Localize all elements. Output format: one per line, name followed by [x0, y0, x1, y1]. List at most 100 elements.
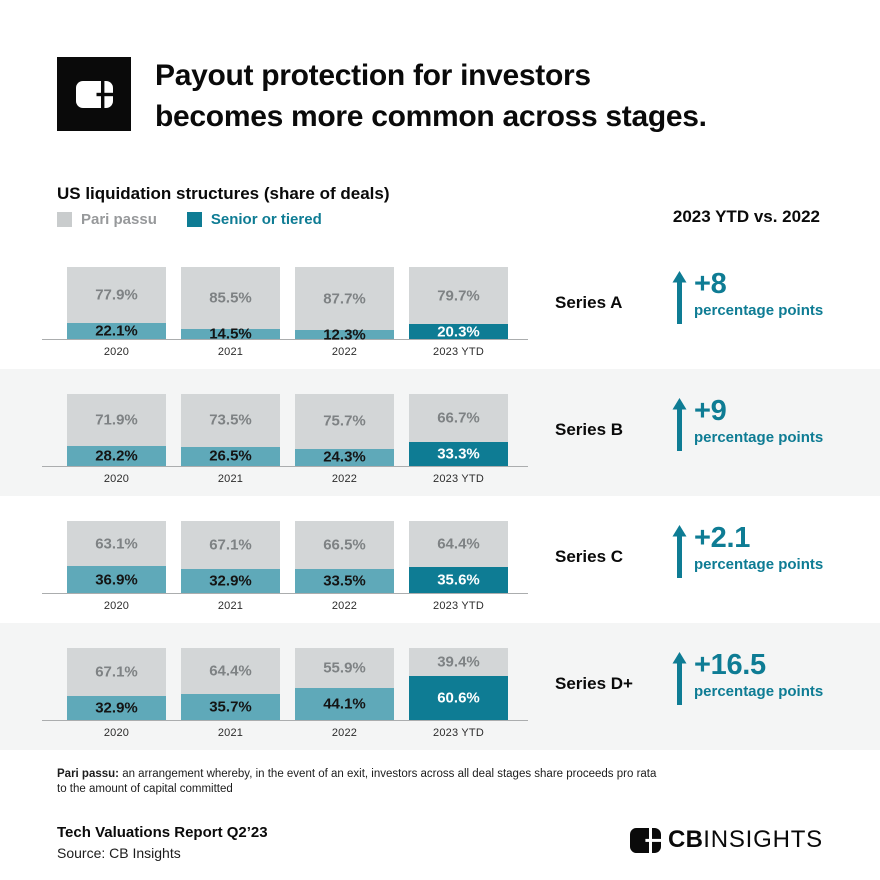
bar-group: 85.5% 14.5% 2021	[181, 267, 280, 358]
senior-or-tiered-segment: 22.1%	[67, 322, 166, 340]
bar-group: 64.4% 35.7% 2021	[181, 648, 280, 739]
bar-group: 73.5% 26.5% 2021	[181, 394, 280, 485]
cb-insights-logo-mark-icon	[57, 57, 131, 131]
change-text: +16.5 percentage points	[694, 649, 823, 705]
x-axis-label: 2023 YTD	[433, 473, 484, 485]
up-arrow-icon	[672, 525, 687, 578]
senior-or-tiered-segment: 12.3%	[295, 326, 394, 343]
senior-or-tiered-segment: 32.9%	[181, 569, 280, 593]
change-value: +2.1	[694, 522, 751, 554]
stacked-bar: 73.5% 26.5%	[181, 394, 280, 466]
legend: Pari passu Senior or tiered	[57, 211, 390, 228]
x-axis-label: 2022	[331, 600, 358, 612]
bar-group: 67.1% 32.9% 2021	[181, 521, 280, 612]
legend-item-pari-passu: Pari passu	[57, 211, 157, 228]
change-value: +16.5	[694, 649, 766, 681]
senior-or-tiered-segment: 60.6%	[409, 676, 508, 720]
change-text: +8 percentage points	[694, 270, 823, 324]
stacked-bar: 67.1% 32.9%	[67, 648, 166, 720]
senior-or-tiered-segment: 35.7%	[181, 694, 280, 720]
pari-passu-value: 73.5%	[209, 411, 252, 429]
bar-list: 71.9% 28.2% 2020 73.5% 26.5% 2021 75.7% 24.3% 20…	[67, 394, 528, 485]
pari-passu-value: 55.9%	[323, 659, 366, 677]
brand-text: CBINSIGHTS	[668, 826, 823, 854]
pari-passu-value: 85.5%	[209, 289, 252, 307]
stacked-bar: 87.7% 12.3%	[295, 267, 394, 343]
pari-passu-segment: 85.5%	[181, 267, 280, 329]
series-rows: 77.9% 22.1% 2020 85.5% 14.5% 2021 87.7% 12.3% 20…	[0, 242, 880, 750]
stacked-bar: 63.1% 36.9%	[67, 521, 166, 593]
bar-group: 55.9% 44.1% 2022	[295, 648, 394, 739]
senior-or-tiered-value: 44.1%	[323, 695, 366, 713]
bar-list: 63.1% 36.9% 2020 67.1% 32.9% 2021 66.5% 33.5% 20…	[67, 521, 528, 612]
senior-or-tiered-segment: 32.9%	[67, 696, 166, 720]
bar-group: 79.7% 20.3% 2023 YTD	[409, 267, 508, 358]
senior-or-tiered-value: 33.3%	[437, 445, 480, 463]
x-axis-label: 2021	[217, 727, 244, 739]
pari-passu-segment: 64.4%	[181, 648, 280, 695]
x-axis-label: 2020	[103, 727, 130, 739]
pari-passu-segment: 67.1%	[67, 648, 166, 697]
senior-or-tiered-segment: 26.5%	[181, 446, 280, 466]
senior-or-tiered-value: 22.1%	[95, 322, 138, 340]
x-axis-label: 2022	[331, 473, 358, 485]
footnote-term: Pari passu:	[57, 768, 119, 780]
brand-insights: INSIGHTS	[703, 826, 823, 853]
change-value: +9	[694, 395, 727, 427]
title-line-1: Payout protection for investors	[155, 59, 591, 92]
x-axis-label: 2022	[331, 346, 358, 358]
brand-cb: CB	[667, 826, 704, 853]
senior-or-tiered-segment: 33.5%	[295, 568, 394, 593]
footnote-text: an arrangement whereby, in the event of …	[57, 768, 657, 795]
cb-insights-logo-mark-icon	[629, 827, 661, 853]
change-caption: percentage points	[694, 556, 824, 573]
pari-passu-segment: 39.4%	[409, 648, 508, 677]
pari-passu-value: 66.5%	[323, 536, 366, 554]
senior-or-tiered-segment: 35.6%	[409, 567, 508, 593]
legend-label: Pari passu	[81, 211, 157, 228]
change-annotation: +16.5 percentage points	[672, 649, 823, 705]
senior-or-tiered-segment: 33.3%	[409, 442, 508, 466]
pari-passu-value: 67.1%	[95, 663, 138, 681]
stacked-bar: 79.7% 20.3%	[409, 267, 508, 340]
pari-passu-segment: 71.9%	[67, 394, 166, 446]
x-axis-label: 2020	[103, 346, 130, 358]
bar-group: 66.5% 33.5% 2022	[295, 521, 394, 612]
bar-group: 39.4% 60.6% 2023 YTD	[409, 648, 508, 739]
pari-passu-segment: 87.7%	[295, 267, 394, 331]
series-row: 63.1% 36.9% 2020 67.1% 32.9% 2021 66.5% 33.5% 20…	[0, 496, 880, 623]
pari-passu-value: 39.4%	[437, 653, 480, 671]
senior-or-tiered-value: 24.3%	[323, 448, 366, 466]
series-row: 71.9% 28.2% 2020 73.5% 26.5% 2021 75.7% 24.3% 20…	[0, 369, 880, 496]
bar-chart: 63.1% 36.9% 2020 67.1% 32.9% 2021 66.5% 33.5% 20…	[42, 496, 528, 612]
bar-group: 71.9% 28.2% 2020	[67, 394, 166, 485]
change-annotation: +8 percentage points	[672, 270, 823, 324]
pari-passu-value: 75.7%	[323, 412, 366, 430]
up-arrow-icon	[672, 398, 687, 451]
pari-passu-segment: 63.1%	[67, 521, 166, 567]
series-row: 67.1% 32.9% 2020 64.4% 35.7% 2021 55.9% 44.1% 20…	[0, 623, 880, 750]
series-label: Series B	[555, 420, 624, 439]
senior-or-tiered-segment: 28.2%	[67, 445, 166, 466]
senior-or-tiered-value: 32.9%	[209, 572, 252, 590]
header: Payout protection for investors becomes …	[0, 0, 880, 137]
report-info: Tech Valuations Report Q2’23 Source: CB …	[57, 824, 268, 861]
stacked-bar: 85.5% 14.5%	[181, 267, 280, 342]
stacked-bar: 39.4% 60.6%	[409, 648, 508, 720]
stacked-bar: 66.5% 33.5%	[295, 521, 394, 593]
series-label: Series D+	[555, 674, 633, 693]
x-axis-label: 2023 YTD	[433, 727, 484, 739]
x-axis-label: 2023 YTD	[433, 346, 484, 358]
bar-group: 64.4% 35.6% 2023 YTD	[409, 521, 508, 612]
up-arrow-icon	[672, 271, 687, 324]
chart-subheader: US liquidation structures (share of deal…	[0, 184, 880, 228]
senior-or-tiered-value: 33.5%	[323, 572, 366, 590]
senior-or-tiered-segment: 36.9%	[67, 566, 166, 593]
pari-passu-value: 87.7%	[323, 290, 366, 308]
pari-passu-value: 63.1%	[95, 535, 138, 553]
footer: Tech Valuations Report Q2’23 Source: CB …	[57, 824, 823, 861]
senior-or-tiered-segment: 44.1%	[295, 688, 394, 720]
bar-group: 87.7% 12.3% 2022	[295, 267, 394, 358]
cb-insights-wordmark: CBINSIGHTS	[629, 826, 823, 854]
pari-passu-segment: 77.9%	[67, 267, 166, 324]
